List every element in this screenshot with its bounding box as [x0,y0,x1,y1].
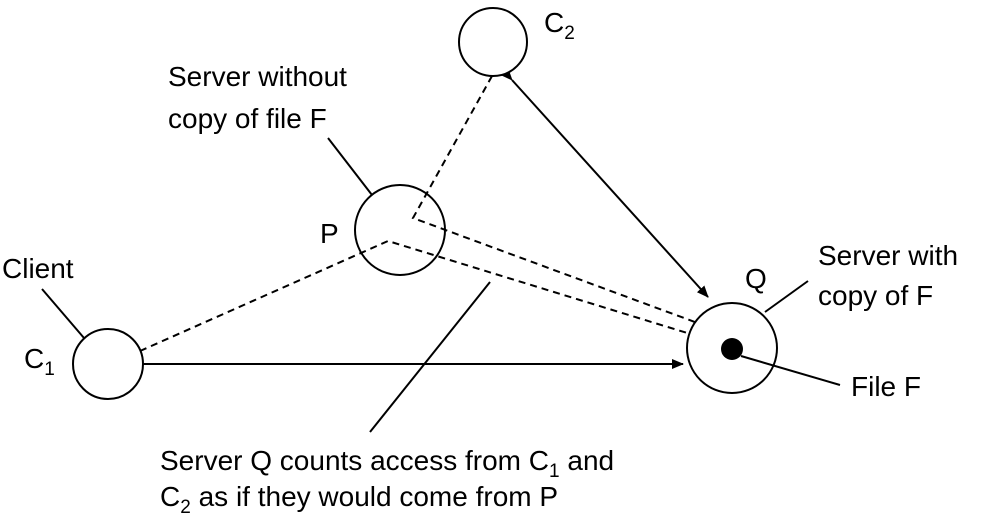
file-f-label: File F [851,371,921,402]
server-without-line-2: copy of file F [168,103,327,134]
client-label: Client [2,253,74,284]
node-c1-label: C1 [24,343,55,380]
leader-server-with [764,280,809,313]
caption-line-2: C2 as if they would come from P [160,481,558,518]
dashed-path-c1-via-p [139,239,698,352]
file-f-dot [721,338,743,360]
node-c2-label: C2 [544,7,575,44]
node-p-circle [354,184,446,276]
leader-file-f [740,355,841,386]
leader-caption [369,281,491,433]
node-p-label: P [320,218,339,249]
caption-line-1: Server Q counts access from C1 and [160,445,614,482]
node-c2-circle [458,7,528,77]
server-with-line-2: copy of F [818,280,933,311]
server-without-line-1: Server without [168,61,347,92]
dashed-path-c2-via-p [411,75,704,326]
leader-server-without [327,137,373,196]
leader-client [41,288,85,339]
node-q-label: Q [745,263,767,294]
server-with-line-1: Server with [818,240,958,271]
server-without-label: Server without copy of file F [168,61,355,134]
server-with-label: Server with copy of F [818,240,966,311]
arrow-c2-q [500,68,709,298]
node-c1-circle [72,328,144,400]
